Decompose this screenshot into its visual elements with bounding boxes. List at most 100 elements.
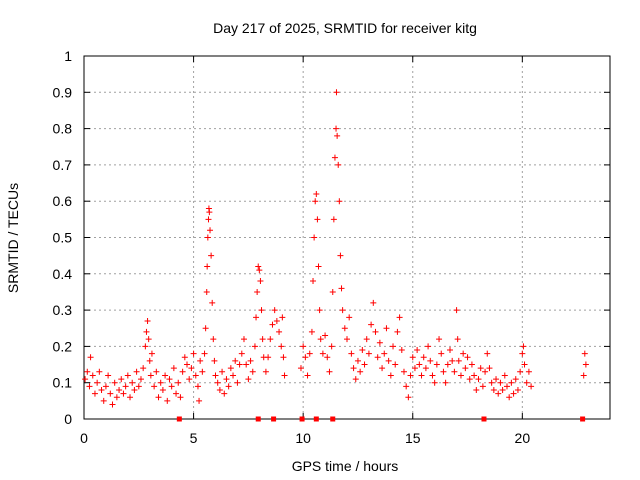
data-point [368, 321, 375, 328]
data-point [501, 372, 508, 379]
data-point [344, 336, 350, 343]
data-point [153, 368, 160, 375]
gap-marker [481, 416, 487, 422]
data-point [311, 234, 318, 241]
gap-marker [271, 416, 277, 422]
data-point [212, 372, 219, 379]
data-point [331, 154, 338, 161]
data-point [204, 234, 211, 241]
x-tick-label: 5 [190, 430, 198, 446]
y-tick-label: 1 [64, 48, 72, 64]
data-point [267, 336, 274, 343]
data-point [137, 376, 144, 383]
data-point [337, 252, 344, 259]
data-point [278, 343, 285, 350]
data-point [186, 376, 193, 383]
data-point [142, 343, 149, 350]
data-point [219, 368, 226, 375]
data-point [188, 365, 195, 372]
data-point [444, 361, 451, 368]
data-point [385, 357, 392, 364]
data-point [102, 383, 109, 390]
data-point [155, 394, 162, 401]
data-point [433, 361, 440, 368]
data-point [127, 394, 134, 401]
data-point [334, 132, 341, 139]
data-point [197, 357, 204, 364]
data-point [135, 383, 142, 390]
data-point [238, 350, 245, 357]
data-point [464, 354, 471, 361]
data-point [297, 365, 304, 372]
data-point [314, 216, 321, 223]
data-point [357, 368, 364, 375]
data-point [350, 365, 357, 372]
y-axis-label: SRMTID / TECUs [5, 183, 21, 293]
data-point [276, 328, 283, 335]
data-point [510, 390, 517, 397]
axis-ticks [83, 55, 610, 420]
data-point [159, 386, 166, 393]
data-point [407, 372, 414, 379]
data-point [519, 350, 526, 357]
data-point [308, 328, 315, 335]
data-point [383, 325, 390, 332]
data-point [192, 372, 199, 379]
data-point [313, 190, 320, 197]
data-point [582, 361, 589, 368]
data-point [440, 368, 447, 375]
data-point [210, 336, 217, 343]
data-point [269, 321, 276, 328]
data-point [495, 390, 502, 397]
data-point [87, 354, 94, 361]
data-point [352, 376, 359, 383]
data-point [184, 361, 191, 368]
data-point [411, 365, 418, 372]
data-point [460, 350, 467, 357]
data-point [454, 336, 461, 343]
data-point [422, 365, 429, 372]
data-point [523, 379, 530, 386]
data-point [466, 376, 473, 383]
data-point [390, 343, 397, 350]
data-point [317, 336, 324, 343]
data-point [512, 376, 519, 383]
data-point [431, 379, 438, 386]
chart-title: Day 217 of 2025, SRMTID for receiver kit… [213, 20, 477, 36]
data-point [255, 263, 262, 270]
grid-lines [84, 56, 610, 419]
y-tick-label: 0.7 [53, 157, 73, 173]
data-point [204, 263, 211, 270]
data-point [206, 209, 213, 216]
x-tick-label: 0 [80, 430, 88, 446]
data-point [315, 263, 322, 270]
data-point [409, 354, 416, 361]
data-point [520, 343, 527, 350]
data-point [405, 394, 412, 401]
data-point [82, 376, 89, 383]
data-point [251, 343, 258, 350]
data-point [442, 379, 449, 386]
data-point [341, 325, 348, 332]
data-point [86, 383, 93, 390]
data-point [240, 336, 247, 343]
data-point [111, 379, 118, 386]
data-point [140, 365, 147, 372]
data-point [306, 350, 313, 357]
data-point [258, 307, 265, 314]
data-point [329, 288, 336, 295]
data-point [304, 372, 311, 379]
data-point [151, 383, 158, 390]
data-point [326, 368, 333, 375]
data-point [449, 357, 456, 364]
data-point [381, 350, 388, 357]
data-point [479, 383, 486, 390]
data-point [214, 379, 221, 386]
data-point [316, 307, 323, 314]
data-point [322, 332, 329, 339]
data-point [107, 390, 114, 397]
data-point [525, 368, 532, 375]
data-point [243, 361, 250, 368]
data-point [328, 343, 335, 350]
